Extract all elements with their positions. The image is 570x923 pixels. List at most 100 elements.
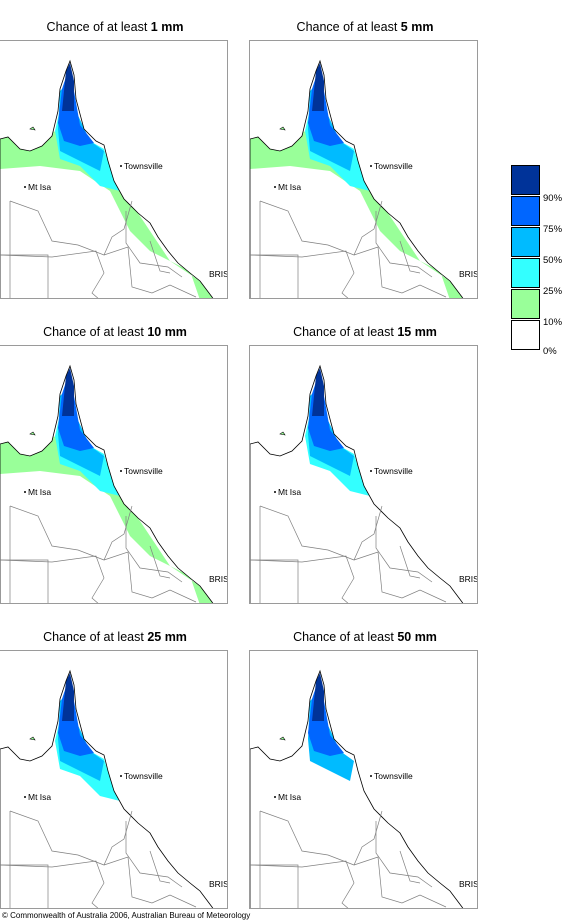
town-dot xyxy=(370,470,372,472)
district-border xyxy=(125,821,183,888)
probability-fill xyxy=(0,368,214,603)
legend-label: 50% xyxy=(543,255,563,266)
district-border xyxy=(250,250,355,298)
district-border xyxy=(399,240,421,274)
district-border xyxy=(399,850,421,884)
probability-fill xyxy=(305,368,370,496)
town-dot xyxy=(274,796,276,798)
legend-swatch xyxy=(511,289,540,319)
town-label-townsville: Townsville xyxy=(374,771,413,781)
district-border xyxy=(9,505,133,561)
legend-swatch xyxy=(511,196,540,226)
panel-title: Chance of at least 50 mm xyxy=(293,630,437,644)
panel-title: Chance of at least 10 mm xyxy=(43,325,187,339)
island xyxy=(279,126,286,131)
town-dot xyxy=(370,165,372,167)
island xyxy=(29,431,36,436)
island xyxy=(279,431,286,436)
probability-fill xyxy=(308,673,354,781)
town-label-bris: BRIS xyxy=(459,574,478,584)
coastline xyxy=(0,59,214,298)
district-border xyxy=(0,254,49,298)
queensland-map: Townsville Mt Isa BRIS xyxy=(0,40,228,299)
town-label-bris: BRIS xyxy=(459,269,478,279)
legend-label: 10% xyxy=(543,317,563,328)
coastline xyxy=(250,669,464,908)
coastline xyxy=(250,364,464,603)
probability-fill xyxy=(250,63,464,298)
queensland-map: Townsville Mt Isa BRIS xyxy=(249,345,478,604)
island xyxy=(279,736,286,741)
district-border xyxy=(0,860,105,908)
rainfall-band xyxy=(62,368,74,416)
probability-fill xyxy=(55,673,120,801)
coastline xyxy=(0,364,214,603)
town-dot xyxy=(370,775,372,777)
town-label-mt-isa: Mt Isa xyxy=(278,182,301,192)
district-border xyxy=(259,810,383,866)
district-border xyxy=(375,821,433,888)
district-border xyxy=(125,516,183,583)
district-border xyxy=(149,240,171,274)
panel-title: Chance of at least 15 mm xyxy=(293,325,437,339)
district-border xyxy=(103,856,197,908)
district-border xyxy=(9,810,133,866)
district-border xyxy=(9,200,133,256)
island xyxy=(29,736,36,741)
town-label-mt-isa: Mt Isa xyxy=(28,182,51,192)
legend-swatch xyxy=(511,227,540,257)
district-border xyxy=(353,551,447,603)
rainfall-band xyxy=(62,63,74,111)
town-label-mt-isa: Mt Isa xyxy=(278,487,301,497)
town-label-townsville: Townsville xyxy=(124,771,163,781)
district-border xyxy=(259,200,383,256)
queensland-map: Townsville Mt Isa BRIS xyxy=(249,40,478,299)
town-label-townsville: Townsville xyxy=(374,161,413,171)
queensland-map: Townsville Mt Isa BRIS xyxy=(0,345,228,604)
district-border xyxy=(250,559,299,603)
district-border xyxy=(250,254,299,298)
rainfall-band xyxy=(312,63,324,111)
town-label-mt-isa: Mt Isa xyxy=(278,792,301,802)
district-border xyxy=(149,850,171,884)
district-border xyxy=(375,211,433,278)
town-label-mt-isa: Mt Isa xyxy=(28,487,51,497)
rainfall-band xyxy=(312,368,324,416)
coastline xyxy=(0,669,214,908)
probability-fill xyxy=(0,63,214,298)
district-border xyxy=(103,551,197,603)
legend-swatch xyxy=(511,320,540,350)
panel-title: Chance of at least 1 mm xyxy=(46,20,184,34)
district-border xyxy=(353,246,447,298)
district-border xyxy=(125,211,183,278)
town-label-townsville: Townsville xyxy=(374,466,413,476)
district-border xyxy=(250,860,355,908)
rainfall-band xyxy=(62,673,74,721)
town-label-bris: BRIS xyxy=(209,269,228,279)
copyright-notice: © Commonwealth of Australia 2006, Austra… xyxy=(2,911,251,920)
legend-label: 90% xyxy=(543,193,563,204)
district-border xyxy=(0,559,49,603)
district-border xyxy=(0,864,49,908)
district-border xyxy=(259,505,383,561)
rainfall-band xyxy=(312,673,324,721)
district-border xyxy=(250,864,299,908)
town-dot xyxy=(274,186,276,188)
town-dot xyxy=(24,796,26,798)
town-label-bris: BRIS xyxy=(209,574,228,584)
legend-swatch xyxy=(511,258,540,288)
district-border xyxy=(353,856,447,908)
town-dot xyxy=(274,491,276,493)
district-border xyxy=(103,246,197,298)
town-dot xyxy=(24,491,26,493)
town-label-bris: BRIS xyxy=(459,879,478,889)
town-dot xyxy=(120,775,122,777)
queensland-map: Townsville Mt Isa BRIS xyxy=(0,650,228,909)
legend-label: 75% xyxy=(543,224,563,235)
legend-label: 0% xyxy=(543,346,557,357)
district-border xyxy=(375,516,433,583)
district-border xyxy=(0,555,105,603)
town-dot xyxy=(24,186,26,188)
legend-swatch xyxy=(511,165,540,195)
panel-title: Chance of at least 25 mm xyxy=(43,630,187,644)
